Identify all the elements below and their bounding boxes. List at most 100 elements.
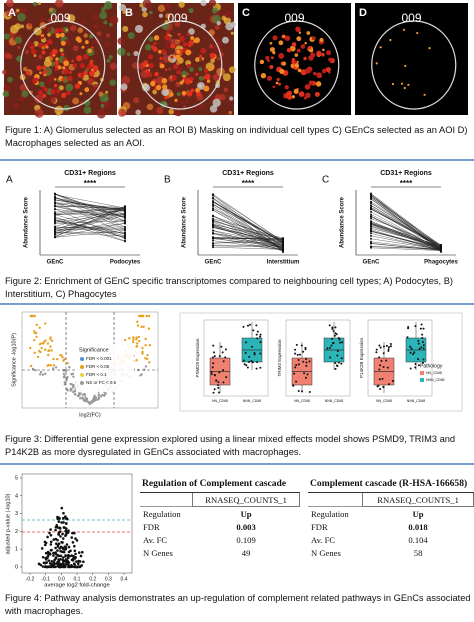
pair: [54, 226, 126, 230]
tissue: [198, 103, 204, 110]
cell: [168, 58, 173, 63]
gene: [77, 551, 81, 554]
pair: [212, 208, 284, 246]
y-tick-label: 4: [15, 493, 18, 499]
tissue: [173, 108, 181, 116]
sample: [332, 330, 335, 333]
tissue: [223, 87, 229, 93]
gene: [64, 522, 68, 525]
image-background: [355, 3, 468, 115]
sample: [422, 358, 425, 361]
cell: [161, 48, 166, 54]
x-tick-label: 0.0: [58, 576, 65, 582]
gene: [138, 339, 141, 343]
point: [282, 246, 284, 249]
pair: [54, 193, 126, 228]
sample: [217, 386, 220, 389]
gene: [103, 394, 106, 397]
cell: FDR: [311, 521, 328, 532]
sample: [248, 323, 251, 326]
sample: [304, 346, 307, 349]
gene: [49, 533, 53, 537]
cell: [316, 72, 323, 79]
sample: [294, 348, 297, 351]
point: [212, 194, 214, 197]
cell: [147, 54, 154, 60]
gene: [79, 397, 82, 400]
gene: [139, 374, 142, 377]
pair: [370, 230, 442, 249]
x-tick-label: 0.4: [121, 576, 128, 582]
cell: [55, 57, 59, 61]
gene: [65, 517, 69, 521]
sample: [382, 352, 385, 355]
gene: [44, 339, 47, 342]
tissue: [92, 13, 99, 20]
tissue: [212, 98, 221, 107]
pair: [54, 220, 126, 224]
cell: [185, 78, 191, 84]
cell: [79, 92, 83, 96]
cell: [46, 70, 49, 73]
sample: [248, 355, 251, 358]
sample: [212, 362, 215, 365]
x-label: Phagocytes: [424, 260, 458, 266]
cell: [209, 52, 216, 59]
cell: [57, 65, 62, 70]
gene: [46, 342, 50, 345]
gene: [80, 550, 84, 554]
pair: [370, 207, 442, 248]
point: [370, 232, 372, 235]
sample: [340, 357, 343, 360]
axis-label: Abundance Score: [24, 196, 30, 248]
cell: [60, 40, 66, 46]
cell: [75, 36, 81, 42]
cell: [188, 44, 192, 48]
plot-title: CD31+ Regions: [64, 170, 116, 177]
sample: [294, 366, 297, 369]
sample: [379, 346, 382, 349]
sample: [212, 344, 215, 347]
pair: [370, 241, 442, 251]
tissue: [6, 86, 12, 92]
tissue: [46, 26, 52, 33]
cell: [195, 72, 199, 76]
sample: [329, 356, 332, 359]
tissue: [135, 109, 141, 116]
pair: [54, 223, 126, 238]
gene: [67, 545, 71, 549]
gene: [47, 363, 51, 367]
tissue: [122, 10, 127, 14]
x-tick-label: -0.1: [41, 576, 50, 582]
sample: [255, 367, 258, 370]
sample: [414, 325, 417, 328]
gene: [79, 392, 82, 395]
cell: [56, 89, 61, 94]
tissue: [17, 12, 26, 22]
gene: [62, 517, 65, 520]
gene: [101, 393, 104, 397]
cell: 0.018: [408, 521, 428, 532]
legend-box: [76, 344, 134, 392]
tissue: [83, 99, 91, 107]
cell: [40, 43, 44, 46]
cell: [199, 57, 203, 61]
tissue: [117, 37, 125, 45]
column-header: RNASEQ_COUNTS_1: [192, 492, 300, 507]
sample: [213, 388, 216, 391]
gene: [73, 531, 76, 535]
cell: [37, 90, 43, 96]
sample: [305, 364, 308, 367]
cell: [209, 64, 215, 70]
cell: [204, 73, 211, 80]
point: [54, 198, 56, 201]
gene: [143, 368, 146, 371]
sample: [259, 333, 262, 336]
sample: [419, 327, 422, 330]
gene: [144, 356, 147, 360]
cell: [61, 77, 66, 82]
gene: [52, 357, 55, 361]
x-label: GEnC: [47, 260, 64, 266]
sample: [210, 373, 213, 376]
cell: [319, 37, 324, 42]
